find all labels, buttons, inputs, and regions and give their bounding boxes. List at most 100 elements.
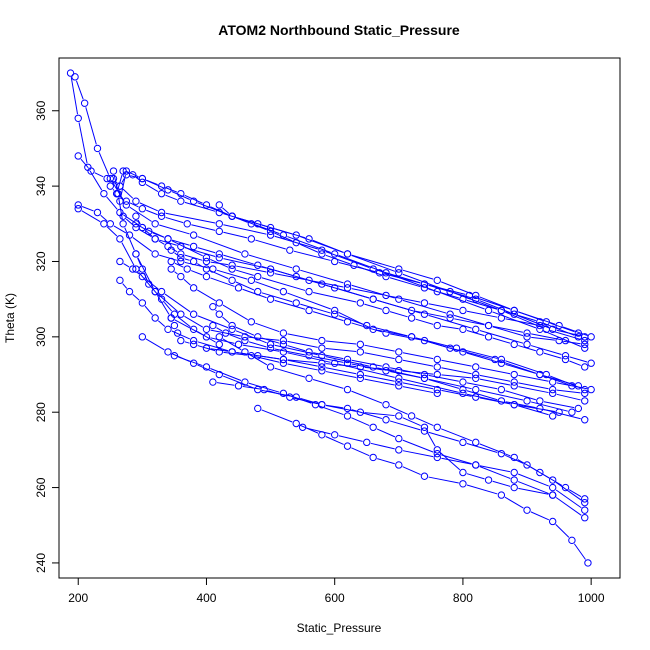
series-27 — [215, 201, 583, 341]
data-point — [433, 385, 441, 394]
y-tick-label: 240 — [34, 553, 48, 573]
data-point — [305, 276, 313, 285]
series-segment — [287, 363, 318, 371]
series-segment — [137, 219, 141, 225]
data-point — [343, 404, 352, 413]
series-segment — [146, 209, 158, 216]
series-segment — [197, 236, 242, 253]
series-segment — [78, 122, 88, 164]
data-point — [472, 370, 480, 379]
series-segment — [518, 382, 549, 390]
series-16 — [209, 302, 583, 413]
data-point — [164, 325, 172, 334]
data-point — [343, 442, 352, 450]
series-segment — [210, 261, 229, 266]
data-point — [548, 476, 557, 484]
series-segment — [210, 329, 241, 337]
series-layer — [66, 69, 595, 567]
data-point — [420, 423, 429, 431]
data-point — [510, 400, 518, 409]
series-segment — [223, 231, 248, 239]
series-segment — [492, 337, 511, 344]
series-segment — [466, 484, 498, 495]
series-segment — [223, 224, 267, 235]
series-segment — [261, 265, 293, 276]
series-segment — [261, 337, 280, 344]
series-segment — [174, 252, 178, 256]
series-18 — [209, 378, 589, 522]
series-segment — [338, 435, 363, 442]
y-axis-label: Theta (K) — [3, 293, 17, 343]
series-segment — [261, 409, 293, 423]
data-point — [574, 333, 583, 341]
data-point — [116, 257, 124, 266]
data-point — [343, 385, 352, 394]
series-segment — [479, 443, 511, 457]
series-segment — [338, 311, 370, 328]
series-segment — [543, 352, 562, 359]
data-point — [523, 329, 531, 337]
data-point — [382, 329, 390, 337]
series-segment — [117, 174, 123, 190]
series-segment — [351, 322, 383, 333]
series-segment — [165, 212, 216, 224]
series-segment — [121, 178, 125, 183]
series-segment — [223, 375, 255, 389]
data-point — [164, 242, 172, 251]
data-point — [536, 370, 544, 379]
series-segment — [183, 278, 191, 286]
series-segment — [129, 206, 152, 222]
series-segment — [402, 370, 434, 375]
series-segment — [210, 270, 229, 280]
data-point — [66, 69, 75, 77]
data-point — [183, 265, 191, 273]
data-point — [119, 212, 127, 220]
data-point — [241, 378, 249, 386]
data-point — [536, 404, 544, 413]
data-point — [177, 254, 185, 262]
data-point — [93, 144, 102, 153]
series-segment — [466, 310, 498, 318]
data-point — [157, 208, 166, 217]
series-segment — [287, 236, 331, 253]
series-segment — [171, 239, 190, 246]
series-segment — [325, 367, 357, 375]
data-point — [465, 291, 474, 300]
x-tick-label: 800 — [453, 591, 473, 605]
data-point — [157, 189, 166, 198]
series-segment — [132, 237, 153, 252]
data-point — [472, 374, 480, 382]
data-point — [420, 370, 429, 379]
data-point — [497, 491, 506, 499]
series-segment — [248, 382, 280, 393]
data-point — [202, 344, 211, 352]
series-segment — [132, 294, 140, 301]
series-1 — [66, 69, 589, 371]
y-tick-label: 340 — [34, 176, 48, 196]
data-point — [215, 333, 223, 341]
series-segment — [223, 351, 248, 356]
data-point — [459, 389, 467, 398]
data-point — [574, 382, 583, 390]
data-point — [548, 385, 557, 394]
data-point — [305, 348, 313, 356]
series-segment — [479, 397, 511, 405]
series-segment — [248, 341, 267, 348]
data-point — [167, 265, 175, 273]
series-segment — [122, 188, 134, 199]
data-point — [395, 382, 403, 390]
series-segment — [152, 232, 165, 238]
data-point — [164, 186, 172, 194]
data-point — [548, 389, 557, 398]
series-segment — [139, 225, 146, 230]
data-point — [382, 363, 390, 371]
data-point — [497, 355, 506, 364]
series-segment — [415, 417, 434, 427]
data-point — [234, 284, 243, 292]
data-point — [254, 261, 262, 269]
series-segment — [517, 481, 549, 495]
series-19 — [138, 333, 589, 507]
series-25 — [132, 212, 544, 330]
data-point — [151, 314, 159, 322]
data-point — [189, 325, 198, 334]
